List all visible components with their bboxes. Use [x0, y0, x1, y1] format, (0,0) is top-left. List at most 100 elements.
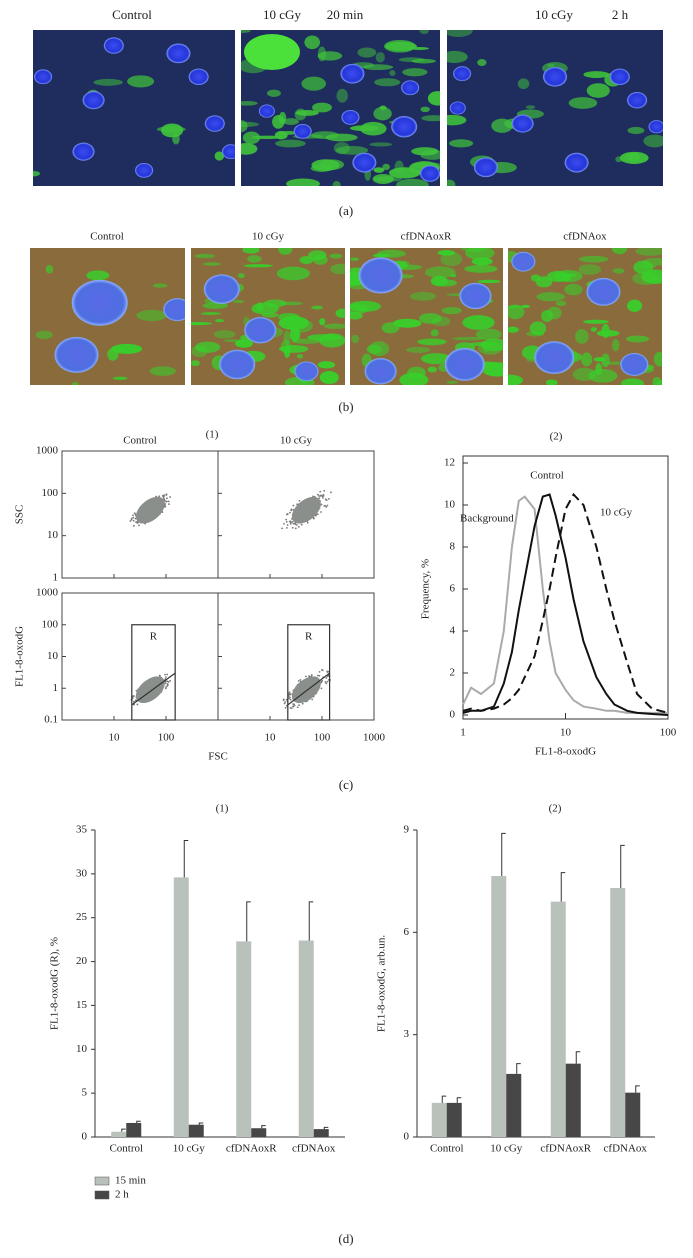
green-signal [475, 328, 502, 340]
green-signal [615, 156, 623, 163]
chart-title: (2) [549, 803, 562, 815]
green-signal [372, 173, 394, 185]
y-tick-label: 0 [404, 1131, 410, 1143]
green-signal [266, 89, 281, 97]
x-tick-label: Control [109, 1143, 143, 1155]
error-bar [620, 844, 625, 888]
green-signal [545, 379, 558, 385]
event-dot [133, 512, 136, 515]
event-dot [134, 699, 137, 702]
event-dot [164, 673, 166, 676]
event-dot [306, 521, 309, 524]
green-signal [203, 262, 221, 266]
image-label: cfDNAox [563, 231, 607, 243]
nucleus [34, 69, 53, 85]
nucleus [135, 163, 154, 178]
green-signal [319, 318, 326, 326]
nucleus [82, 91, 105, 110]
legend-swatch [94, 1190, 110, 1200]
nucleus [340, 63, 365, 84]
event-dot [320, 687, 323, 690]
event-dot [296, 706, 299, 709]
event-dot [167, 500, 170, 503]
green-signal [232, 299, 245, 304]
bar [251, 1128, 267, 1137]
green-signal [424, 266, 456, 279]
event-cloud [135, 676, 165, 704]
nucleus [293, 124, 312, 139]
green-signal [536, 292, 566, 302]
green-signal [417, 338, 447, 346]
green-signal [521, 304, 530, 308]
nucleus [459, 282, 492, 310]
green-signal [243, 264, 273, 268]
event-dot [318, 675, 321, 677]
event-dot [297, 679, 300, 682]
y-axis-label: Frequency, % [420, 559, 432, 619]
event-dot [289, 706, 292, 709]
bar [111, 1131, 127, 1137]
green-signal [572, 367, 597, 381]
event-dot [132, 519, 135, 522]
green-signal [241, 121, 260, 128]
green-signal [93, 78, 123, 86]
event-dot [326, 670, 329, 673]
bar [550, 901, 566, 1137]
green-signal [586, 83, 610, 98]
green-signal [241, 100, 258, 106]
green-signal [406, 346, 431, 354]
event-dot [158, 674, 161, 677]
green-signal [350, 311, 363, 320]
event-dot [132, 524, 135, 527]
event-dot [281, 527, 283, 530]
bar [313, 1129, 329, 1137]
green-signal [160, 123, 184, 138]
event-dot [287, 692, 290, 695]
y-tick-label: 25 [76, 911, 88, 923]
error-bar [183, 840, 189, 878]
green-signal [357, 47, 377, 58]
error-bar [456, 1097, 462, 1103]
event-dot [325, 682, 328, 685]
micrograph [33, 30, 235, 186]
event-dot [286, 524, 289, 526]
green-signal [590, 327, 598, 332]
x-tick-label: cfDNAox [604, 1143, 648, 1155]
green-signal [430, 329, 439, 337]
event-dot [164, 682, 167, 685]
bar [431, 1102, 447, 1137]
green-signal [396, 178, 429, 186]
green-signal [283, 118, 299, 126]
event-dot [284, 706, 287, 709]
nucleus [364, 358, 397, 385]
event-dot [158, 495, 161, 498]
green-signal [251, 302, 279, 315]
event-dot [134, 517, 137, 520]
bar [298, 940, 314, 1137]
event-dot [294, 527, 297, 530]
green-signal [447, 114, 467, 126]
green-signal [223, 339, 243, 343]
event-dot [300, 523, 303, 526]
green-signal [294, 108, 307, 121]
y-tick-label: 1000 [36, 587, 59, 599]
event-dot [129, 520, 132, 522]
nucleus [449, 101, 466, 115]
event-dot [324, 504, 326, 507]
green-signal [286, 178, 320, 186]
error-bar [246, 901, 251, 942]
event-dot [310, 674, 313, 676]
green-signal [351, 334, 360, 344]
green-signal [319, 333, 345, 348]
event-dot [282, 699, 285, 702]
green-signal [332, 181, 341, 186]
event-dot [321, 679, 324, 682]
green-signal [431, 316, 451, 327]
event-dot [165, 676, 167, 678]
micrograph [30, 248, 185, 385]
image-time: 2 h [612, 7, 629, 22]
event-dot [325, 506, 328, 508]
series-label: 10 cGy [600, 507, 633, 519]
y-tick-label: 6 [450, 583, 456, 595]
green-signal [272, 114, 285, 129]
